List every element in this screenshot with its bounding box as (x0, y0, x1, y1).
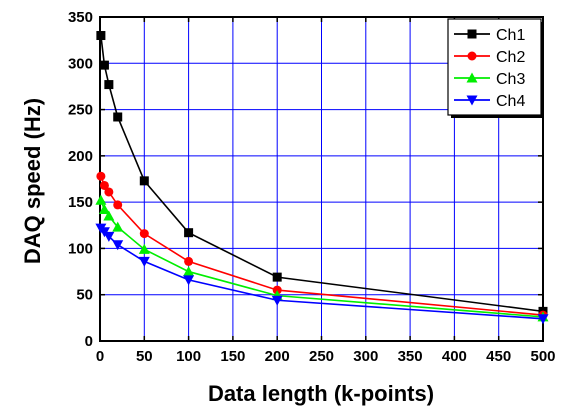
y-axis-title: DAQ speed (Hz) (20, 98, 45, 264)
series-ch4 (95, 223, 549, 325)
data-point (112, 221, 124, 232)
data-point (139, 176, 149, 186)
data-point (96, 171, 106, 181)
series-ch1 (96, 31, 548, 316)
legend-label: Ch4 (496, 93, 525, 110)
x-tick-label: 100 (176, 348, 201, 365)
legend-marker (466, 95, 478, 106)
data-point (99, 60, 109, 70)
x-tick-label: 450 (486, 348, 511, 365)
data-point (139, 229, 149, 239)
data-point (184, 256, 194, 266)
data-point (184, 228, 194, 238)
y-tick-label: 250 (68, 102, 93, 119)
x-tick-label: 0 (96, 348, 104, 365)
legend-marker (467, 51, 477, 61)
legend: Ch1 Ch2 Ch3 Ch4 (447, 18, 544, 118)
x-tick-label: 50 (136, 348, 153, 365)
legend-box (447, 18, 542, 116)
x-tick-label: 300 (353, 348, 378, 365)
data-point (98, 204, 110, 215)
data-point (113, 200, 123, 210)
legend-label: Ch3 (496, 71, 525, 88)
y-tick-label: 200 (68, 148, 93, 165)
x-tick-label: 150 (220, 348, 245, 365)
x-tick-label: 350 (398, 348, 423, 365)
data-point (138, 243, 150, 254)
y-tick-label: 0 (85, 333, 93, 350)
series-ch2 (96, 171, 548, 320)
data-point (96, 31, 106, 41)
data-point (103, 231, 115, 242)
data-point (112, 240, 124, 251)
data-point (104, 187, 114, 197)
legend-marker (467, 29, 477, 39)
x-axis-title: Data length (k-points) (208, 381, 434, 406)
data-point (104, 80, 114, 90)
data-point (271, 295, 283, 306)
y-tick-label: 300 (68, 55, 93, 72)
data-point (537, 314, 549, 325)
y-tick-label: 350 (68, 9, 93, 26)
data-point (272, 272, 282, 282)
x-tick-label: 500 (530, 348, 555, 365)
data-point (95, 194, 107, 205)
data-point (183, 275, 195, 286)
legend-label: Ch2 (496, 49, 525, 66)
data-point (99, 180, 109, 190)
legend-label: Ch1 (496, 27, 525, 44)
data-point (272, 285, 282, 295)
x-tick-label: 250 (309, 348, 334, 365)
y-tick-label: 150 (68, 194, 93, 211)
y-tick-label: 100 (68, 240, 93, 257)
y-tick-label: 50 (76, 287, 93, 304)
x-tick-label: 400 (442, 348, 467, 365)
data-point (183, 266, 195, 277)
x-tick-label: 200 (265, 348, 290, 365)
legend-marker (466, 72, 478, 83)
data-point (113, 112, 123, 122)
data-point (138, 256, 150, 267)
data-point (103, 210, 115, 221)
